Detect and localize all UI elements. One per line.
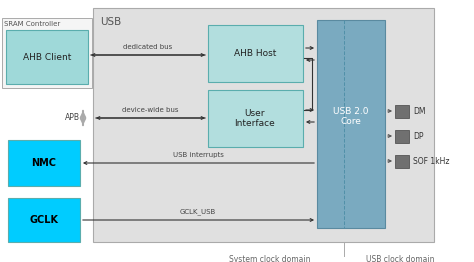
Text: device-wide bus: device-wide bus	[122, 107, 178, 113]
Text: System clock domain: System clock domain	[229, 255, 311, 262]
Text: SRAM Controller: SRAM Controller	[4, 21, 60, 27]
Bar	[2, 18, 92, 88]
Text: SOF 1kHz: SOF 1kHz	[413, 157, 449, 166]
Bar	[395, 155, 409, 168]
Text: Interface: Interface	[235, 119, 275, 128]
Bar	[395, 105, 409, 118]
Text: GCLK: GCLK	[29, 215, 58, 225]
Text: APB: APB	[65, 113, 80, 123]
Bar	[208, 90, 303, 147]
Text: GCLK_USB: GCLK_USB	[180, 208, 216, 215]
Text: USB clock domain: USB clock domain	[366, 255, 434, 262]
Text: USB: USB	[100, 17, 121, 27]
Text: USB interrupts: USB interrupts	[173, 152, 223, 158]
Text: dedicated bus: dedicated bus	[123, 44, 173, 50]
Text: User: User	[245, 108, 265, 117]
Text: NMC: NMC	[31, 158, 56, 168]
Text: AHB Client: AHB Client	[23, 52, 71, 62]
Text: USB 2.0: USB 2.0	[333, 107, 369, 117]
Text: AHB Host: AHB Host	[234, 48, 276, 57]
Text: DM: DM	[413, 107, 426, 116]
Text: Core: Core	[340, 117, 362, 127]
Bar	[6, 30, 88, 84]
Bar	[208, 25, 303, 82]
Bar	[317, 20, 385, 228]
Bar	[395, 130, 409, 143]
Bar	[8, 140, 80, 186]
Bar	[93, 8, 434, 242]
Bar	[8, 198, 80, 242]
Text: DP: DP	[413, 132, 423, 141]
